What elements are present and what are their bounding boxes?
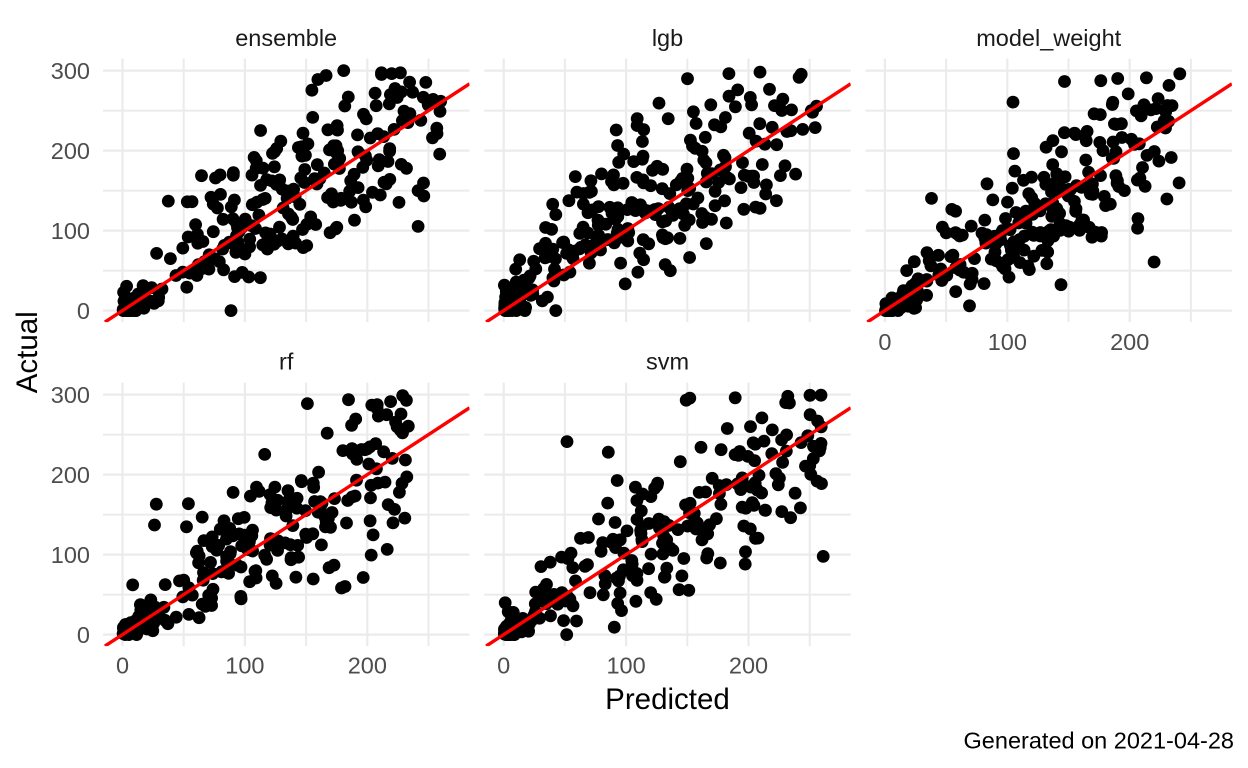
svg-text:0: 0 (116, 653, 129, 679)
svg-text:Generated on 2021-04-28: Generated on 2021-04-28 (964, 727, 1234, 753)
svg-text:200: 200 (51, 462, 90, 488)
svg-text:ensemble: ensemble (235, 25, 337, 51)
svg-text:100: 100 (51, 542, 90, 568)
svg-text:300: 300 (51, 382, 90, 408)
svg-text:200: 200 (348, 653, 387, 679)
svg-text:model_weight: model_weight (976, 25, 1121, 51)
svg-text:200: 200 (729, 653, 768, 679)
svg-text:Predicted: Predicted (605, 683, 730, 716)
svg-text:300: 300 (51, 58, 90, 84)
svg-text:svm: svm (646, 349, 689, 375)
svg-text:0: 0 (77, 622, 90, 648)
svg-text:0: 0 (77, 298, 90, 324)
svg-text:100: 100 (51, 218, 90, 244)
svg-text:200: 200 (51, 138, 90, 164)
svg-text:Actual: Actual (11, 311, 44, 393)
svg-text:lgb: lgb (652, 25, 683, 51)
svg-text:100: 100 (988, 329, 1027, 355)
svg-text:200: 200 (1110, 329, 1149, 355)
svg-text:0: 0 (878, 329, 891, 355)
svg-text:100: 100 (606, 653, 645, 679)
svg-text:0: 0 (497, 653, 510, 679)
svg-text:rf: rf (279, 349, 294, 375)
svg-text:100: 100 (225, 653, 264, 679)
